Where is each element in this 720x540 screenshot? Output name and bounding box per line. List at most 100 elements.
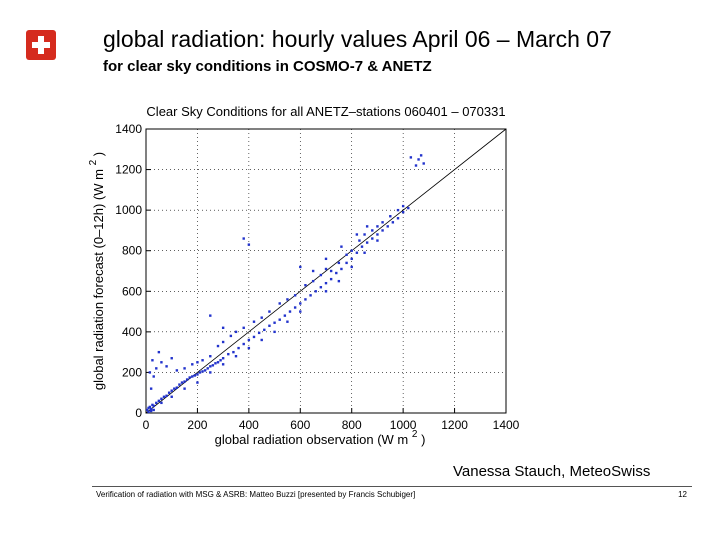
data-point — [350, 249, 353, 252]
plot-frame — [145, 128, 507, 414]
data-point — [391, 221, 395, 224]
y-tick-label: 400 — [122, 325, 142, 339]
x-axis-ticks: 0 200 400 600 800 1000 1200 1400 — [143, 408, 520, 432]
x-tick-label: 400 — [239, 418, 259, 432]
data-point — [371, 229, 374, 232]
data-point — [165, 394, 168, 397]
data-point — [371, 237, 374, 240]
data-point — [268, 324, 271, 327]
data-point — [273, 321, 276, 324]
y-tick-label: 1000 — [115, 203, 142, 217]
y-tick-label: 0 — [135, 406, 142, 420]
data-point — [288, 310, 292, 313]
data-point — [340, 267, 343, 271]
data-point — [345, 261, 348, 265]
data-point — [167, 391, 171, 394]
data-point — [149, 409, 153, 413]
data-point — [157, 399, 161, 403]
data-point — [180, 381, 184, 384]
data-point — [209, 314, 212, 317]
data-points — [146, 154, 425, 414]
data-point — [360, 245, 364, 248]
data-point — [260, 338, 263, 342]
data-point — [173, 387, 176, 390]
data-point — [386, 225, 389, 228]
data-point — [389, 215, 392, 218]
data-point — [242, 237, 245, 240]
data-point — [242, 342, 245, 346]
y-axis-label-close: ) — [91, 152, 106, 156]
data-point — [234, 330, 238, 334]
data-point — [183, 367, 186, 370]
data-point — [345, 253, 348, 256]
data-point — [147, 410, 150, 414]
data-point — [155, 401, 158, 405]
data-point — [247, 346, 251, 350]
data-point — [252, 320, 256, 323]
data-point — [242, 326, 245, 329]
data-point — [221, 363, 225, 366]
data-point — [175, 386, 179, 389]
y-tick-label: 1400 — [115, 122, 142, 136]
data-point — [337, 261, 341, 265]
data-point — [170, 389, 173, 392]
page-subtitle: for clear sky conditions in COSMO-7 & AN… — [103, 58, 432, 75]
data-point — [234, 355, 238, 358]
y-tick-label: 200 — [122, 365, 142, 379]
data-point — [299, 310, 302, 313]
grid — [146, 129, 506, 413]
data-point — [160, 401, 163, 405]
data-point — [196, 361, 199, 364]
data-point — [311, 269, 315, 273]
data-point — [376, 233, 379, 236]
data-point — [151, 359, 154, 362]
data-point — [216, 361, 220, 364]
page-number: 12 — [678, 490, 687, 499]
data-point — [146, 408, 149, 412]
data-point — [214, 362, 217, 365]
x-tick-label: 1200 — [441, 418, 468, 432]
data-point — [419, 154, 423, 157]
data-point — [160, 361, 163, 364]
x-axis-label-main: global radiation observation (W m — [215, 432, 409, 447]
data-point — [148, 405, 152, 409]
x-axis-label-close: ) — [421, 432, 425, 447]
data-point — [319, 286, 323, 289]
x-tick-label: 200 — [187, 418, 207, 432]
data-point — [414, 164, 418, 167]
chart-title: Clear Sky Conditions for all ANETZ–stati… — [146, 104, 505, 119]
data-point — [152, 408, 155, 412]
data-point — [286, 320, 289, 323]
x-tick-label: 1400 — [493, 418, 520, 432]
data-point — [149, 387, 153, 390]
y-axis-label-superscript: 2 — [88, 159, 99, 165]
data-point — [203, 369, 207, 372]
data-point — [358, 239, 361, 242]
data-point — [324, 257, 328, 261]
data-point — [299, 265, 302, 269]
data-point — [206, 367, 209, 370]
data-point — [401, 204, 405, 208]
data-point — [304, 284, 307, 287]
data-point — [314, 290, 317, 293]
data-point — [170, 357, 173, 360]
data-point — [309, 294, 312, 297]
data-point — [293, 306, 297, 309]
y-axis-label-main: global radiation forecast (0–12h) (W m — [91, 169, 106, 390]
data-point — [160, 397, 163, 400]
data-point — [396, 217, 400, 220]
data-point — [329, 277, 333, 281]
data-point — [237, 346, 240, 350]
data-point — [329, 269, 333, 273]
data-point — [273, 330, 276, 334]
y-tick-label: 800 — [122, 244, 142, 258]
data-point — [381, 221, 384, 224]
data-point — [278, 302, 281, 305]
y-axis-label: global radiation forecast (0–12h) (W m 2… — [84, 152, 106, 390]
data-point — [278, 318, 281, 321]
x-axis-label-superscript: 2 — [412, 429, 418, 440]
data-point — [152, 375, 155, 378]
data-point — [365, 241, 369, 244]
data-point — [191, 375, 194, 378]
data-point — [191, 363, 194, 366]
